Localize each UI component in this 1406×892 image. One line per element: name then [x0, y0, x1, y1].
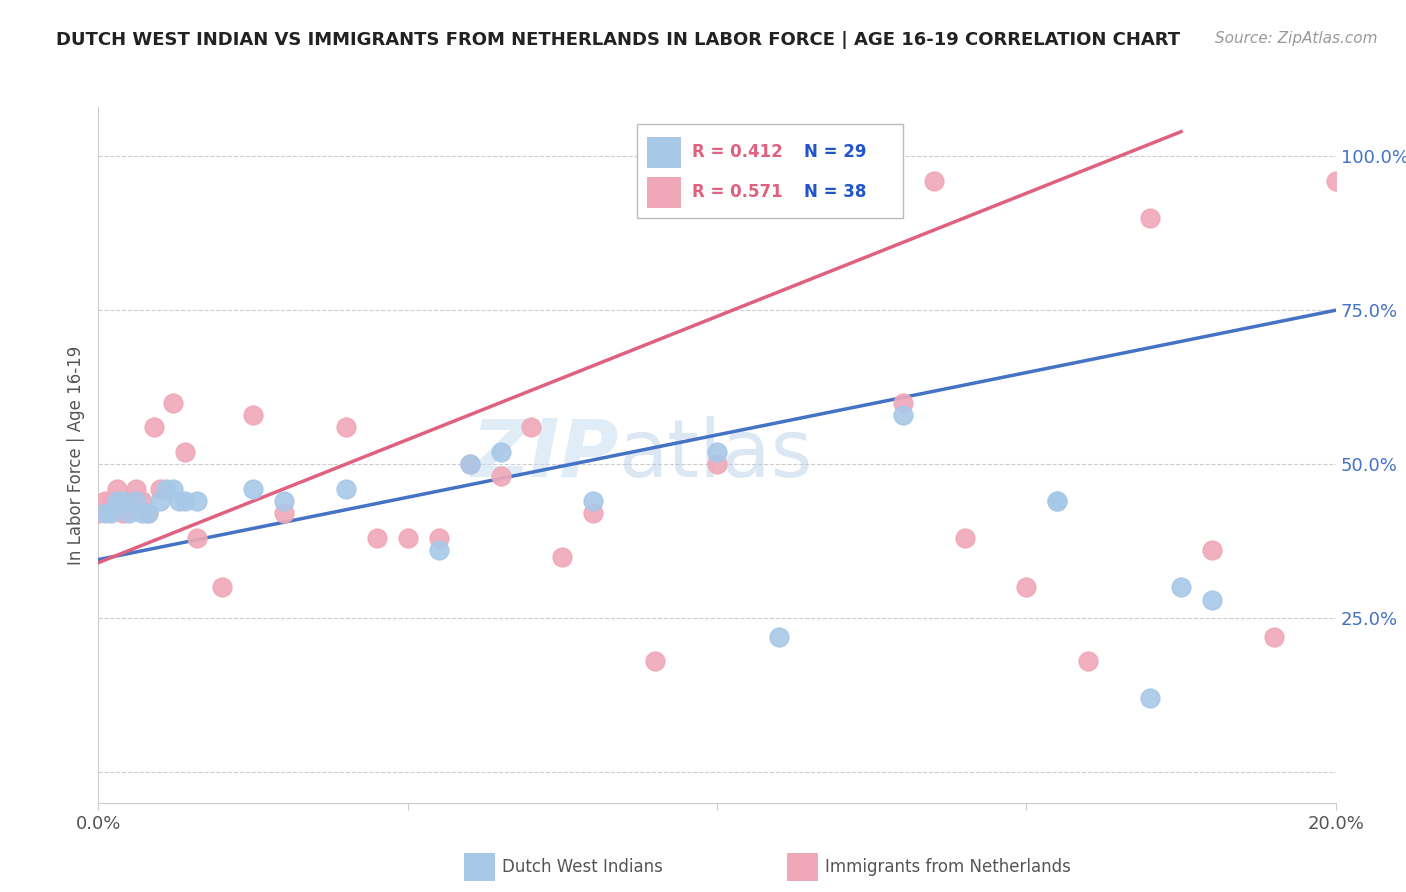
Point: [112, 494, 135, 508]
Point: [1201, 543, 1223, 558]
Point: [118, 507, 141, 521]
Point: [489, 469, 512, 483]
Point: [167, 494, 190, 508]
Point: [155, 482, 177, 496]
FancyBboxPatch shape: [647, 177, 681, 208]
Text: atlas: atlas: [619, 416, 813, 494]
Point: [149, 482, 172, 496]
Point: [1324, 174, 1347, 188]
Point: [768, 630, 790, 644]
Point: [273, 494, 295, 508]
Point: [1077, 654, 1099, 668]
Point: [1046, 494, 1069, 508]
Point: [551, 549, 574, 564]
Point: [242, 408, 264, 422]
Text: DUTCH WEST INDIAN VS IMMIGRANTS FROM NETHERLANDS IN LABOR FORCE | AGE 16-19 CORR: DUTCH WEST INDIAN VS IMMIGRANTS FROM NET…: [56, 31, 1181, 49]
Point: [143, 420, 166, 434]
Text: R = 0.571: R = 0.571: [692, 183, 783, 201]
Point: [396, 531, 419, 545]
Point: [242, 482, 264, 496]
FancyBboxPatch shape: [637, 124, 903, 219]
Point: [149, 494, 172, 508]
Point: [582, 507, 605, 521]
Point: [93, 494, 115, 508]
Point: [427, 531, 450, 545]
Point: [105, 494, 128, 508]
Point: [1139, 691, 1161, 706]
Point: [87, 507, 110, 521]
Point: [520, 420, 543, 434]
Point: [174, 445, 197, 459]
Point: [93, 507, 115, 521]
Point: [131, 494, 153, 508]
Point: [186, 531, 208, 545]
Point: [1263, 630, 1285, 644]
Text: Immigrants from Netherlands: Immigrants from Netherlands: [825, 858, 1071, 876]
Point: [124, 482, 146, 496]
Point: [136, 507, 159, 521]
Point: [118, 494, 141, 508]
Point: [105, 482, 128, 496]
Point: [112, 507, 135, 521]
Point: [644, 654, 666, 668]
Y-axis label: In Labor Force | Age 16-19: In Labor Force | Age 16-19: [66, 345, 84, 565]
Point: [124, 494, 146, 508]
Point: [136, 507, 159, 521]
Point: [100, 494, 122, 508]
Point: [211, 580, 233, 594]
Point: [335, 420, 357, 434]
Point: [1015, 580, 1038, 594]
Point: [706, 445, 728, 459]
Text: N = 38: N = 38: [804, 183, 866, 201]
Point: [186, 494, 208, 508]
Point: [489, 445, 512, 459]
Point: [174, 494, 197, 508]
Point: [335, 482, 357, 496]
Point: [1139, 211, 1161, 225]
Point: [458, 457, 481, 471]
Point: [427, 543, 450, 558]
Point: [131, 507, 153, 521]
Text: Dutch West Indians: Dutch West Indians: [502, 858, 662, 876]
Text: ZIP: ZIP: [471, 416, 619, 494]
Point: [1046, 494, 1069, 508]
Point: [830, 174, 852, 188]
Point: [582, 494, 605, 508]
Point: [891, 395, 914, 409]
Point: [273, 507, 295, 521]
Point: [162, 482, 184, 496]
Text: Source: ZipAtlas.com: Source: ZipAtlas.com: [1215, 31, 1378, 46]
Point: [891, 408, 914, 422]
Text: R = 0.412: R = 0.412: [692, 144, 783, 161]
Point: [1201, 592, 1223, 607]
FancyBboxPatch shape: [647, 137, 681, 169]
Point: [922, 174, 945, 188]
Point: [953, 531, 976, 545]
Point: [100, 507, 122, 521]
Point: [1170, 580, 1192, 594]
Point: [366, 531, 388, 545]
Point: [162, 395, 184, 409]
Text: N = 29: N = 29: [804, 144, 866, 161]
Point: [458, 457, 481, 471]
Point: [706, 457, 728, 471]
